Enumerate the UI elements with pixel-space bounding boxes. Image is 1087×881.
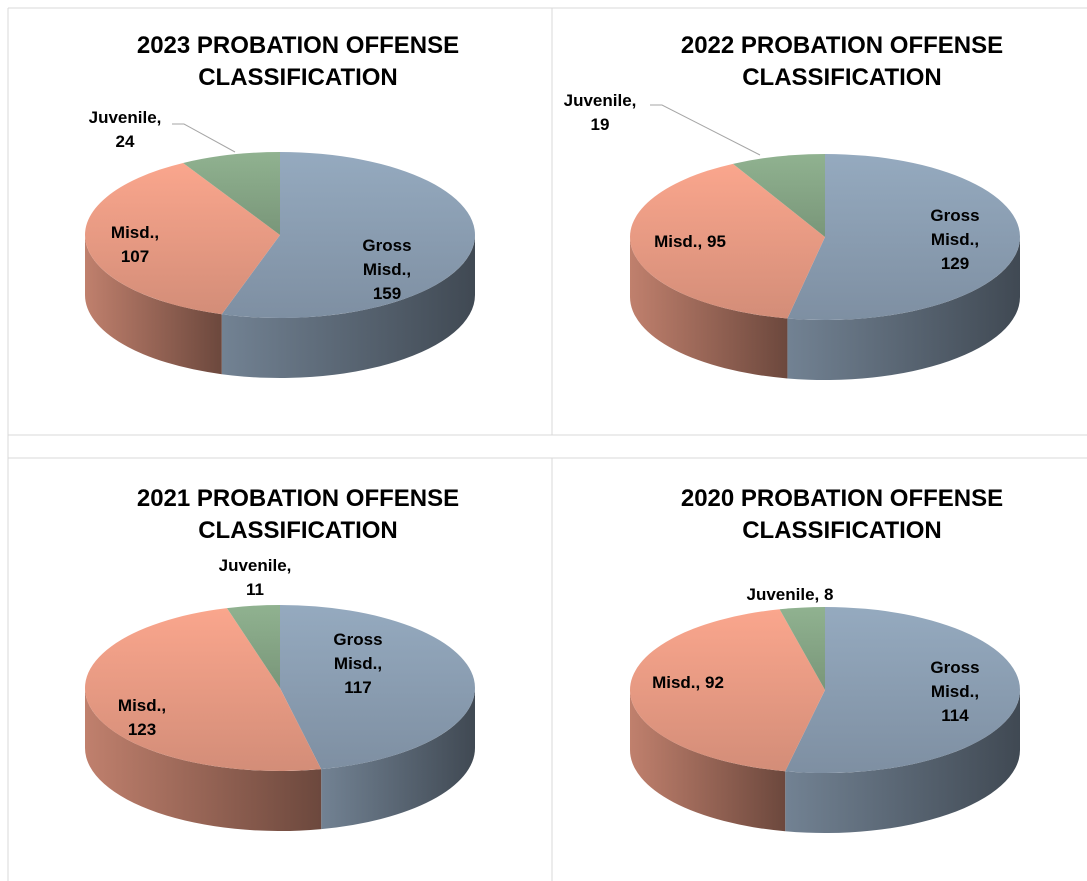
data-label: Juvenile, 8 [745, 583, 835, 607]
data-label: Gross Misd., 114 [920, 656, 990, 728]
label-value: 107 [120, 247, 150, 266]
label-category: Gross Misd., [930, 658, 980, 701]
chart-title: 2022 PROBATION OFFENSE CLASSIFICATION [680, 32, 1004, 91]
slice-side [787, 237, 1020, 380]
label-category: Juvenile, [746, 585, 820, 604]
slice-side [785, 690, 1020, 833]
slice [183, 152, 280, 235]
slice-side [630, 690, 786, 832]
label-value: 114 [941, 706, 969, 725]
slice-side [85, 235, 222, 375]
slice [85, 162, 280, 315]
data-label: Misd., 95 [635, 230, 745, 254]
slice [630, 609, 825, 772]
label-category: Misd., [117, 696, 167, 715]
label-value: 95 [706, 232, 726, 251]
label-value: 92 [704, 673, 724, 692]
chart-title: 2021 PROBATION OFFENSE CLASSIFICATION [136, 485, 460, 544]
label-category: Juvenile, [218, 556, 292, 575]
slice [226, 605, 280, 688]
slice-side [630, 237, 788, 379]
label-category: Juvenile, [88, 108, 162, 127]
label-category: Misd., [652, 673, 701, 692]
label-value: 8 [824, 585, 834, 604]
slice [280, 605, 475, 770]
label-value: 19 [590, 115, 610, 134]
slice [733, 154, 825, 237]
data-label: Misd., 123 [112, 694, 172, 742]
label-value: 159 [372, 284, 402, 303]
label-category: Gross Misd., [930, 206, 980, 249]
slice [785, 607, 1021, 773]
slice-side [221, 235, 475, 378]
data-label: Juvenile, 19 [560, 89, 640, 137]
label-category: Gross Misd., [362, 236, 412, 279]
data-label: Juvenile, 11 [210, 554, 300, 602]
chart-title: 2020 PROBATION OFFENSE CLASSIFICATION [680, 485, 1004, 544]
label-value: 11 [246, 580, 264, 599]
label-category: Misd., [110, 223, 160, 242]
slice [779, 607, 825, 690]
slice-side [85, 688, 322, 831]
slice [85, 608, 322, 771]
slice-side [321, 688, 476, 830]
slice [787, 154, 1020, 320]
slice [221, 152, 476, 318]
label-category: Gross Misd., [333, 630, 383, 673]
label-value: 123 [127, 720, 157, 739]
label-category: Misd., [654, 232, 703, 251]
data-label: Gross Misd., 159 [352, 234, 422, 306]
label-value: 24 [115, 132, 135, 151]
data-label: Juvenile, 24 [85, 106, 165, 154]
leader-line [172, 123, 236, 153]
label-value: 117 [344, 678, 372, 697]
label-value: 129 [940, 254, 970, 273]
slice [630, 163, 825, 319]
leader-line [650, 104, 761, 156]
data-label: Misd., 107 [105, 221, 165, 269]
chart-title: 2023 PROBATION OFFENSE CLASSIFICATION [136, 32, 460, 91]
label-category: Juvenile, [563, 91, 637, 110]
data-label: Gross Misd., 129 [920, 204, 990, 276]
data-label: Gross Misd., 117 [323, 628, 393, 700]
data-label: Misd., 92 [633, 671, 743, 695]
